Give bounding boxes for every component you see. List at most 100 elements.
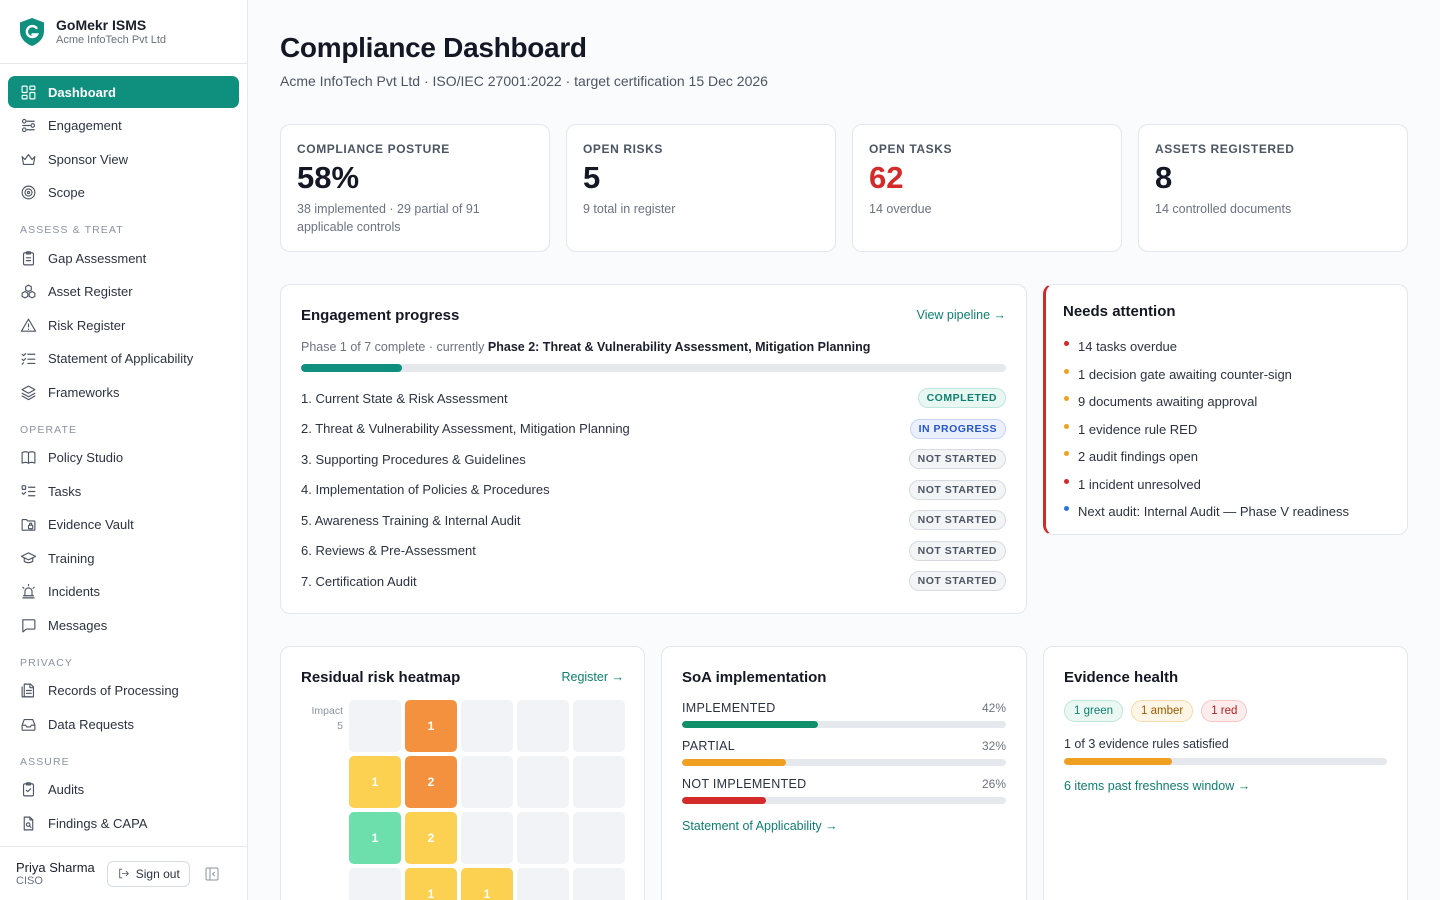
sidebar-item-label: Frameworks [48, 384, 120, 400]
phase-row[interactable]: 7. Certification Audit NOT STARTED [301, 566, 1006, 597]
heatmap-cell [573, 700, 625, 752]
kpi-value: 62 [869, 160, 904, 195]
sidebar-item-audits[interactable]: Audits [8, 774, 239, 806]
phase-row[interactable]: 3. Supporting Procedures & Guidelines NOT… [301, 444, 1006, 475]
phase-status-badge: COMPLETED [917, 388, 1006, 409]
heatmap-cell[interactable]: 2 [405, 812, 457, 864]
heatmap-cell[interactable]: 1 [461, 868, 513, 900]
attention-item[interactable]: 1 incident unresolved [1064, 471, 1349, 499]
heatmap-cell[interactable]: 1 [349, 812, 401, 864]
sidebar-item-label: Audits [48, 782, 85, 797]
brand[interactable]: GoMekr ISMS Acme InfoTech Pvt Ltd [0, 0, 247, 64]
phase-row[interactable]: 1. Current State & Risk Assessment COMPLE… [301, 383, 1006, 414]
sidebar-item-evidence-vault[interactable]: Evidence Vault [8, 509, 239, 541]
evidence-chip-green[interactable]: 1 green [1064, 700, 1124, 722]
heatmap-cell [573, 868, 625, 900]
phase-status-text: Phase 1 of 7 complete · currently Phase … [301, 340, 870, 354]
phase-name: 5. Awareness Training & Internal Audit [301, 512, 521, 528]
view-pipeline-link[interactable]: View pipeline → [916, 308, 1006, 322]
kpi-card-open-risks: OPEN RISKS 5 9 total in register [566, 124, 836, 252]
phase-list: 1. Current State & Risk Assessment COMPLE… [301, 383, 1006, 597]
sidebar-item-training[interactable]: Training [8, 542, 239, 574]
nav-section-assess: ASSESS & TREAT [20, 224, 124, 236]
phase-status-badge: IN PROGRESS [909, 418, 1006, 439]
sidebar-item-policy-studio[interactable]: Policy Studio [8, 442, 239, 474]
heatmap-cell [517, 700, 569, 752]
phase-status-badge: NOT STARTED [908, 540, 1006, 561]
needs-attention-card: Needs attention 14 tasks overdue 1 decisi… [1043, 284, 1408, 535]
phase-row[interactable]: 5. Awareness Training & Internal Audit NO… [301, 505, 1006, 536]
sidebar-item-soa[interactable]: Statement of Applicability [8, 343, 239, 375]
attention-item[interactable]: 2 audit findings open [1064, 443, 1349, 471]
attention-text: Next audit: Internal Audit — Phase V rea… [1078, 504, 1349, 520]
phase-row[interactable]: 2. Threat & Vulnerability Assessment, Mi… [301, 414, 1006, 445]
page-subtitle: Acme InfoTech Pvt Ltd · ISO/IEC 27001:20… [280, 73, 768, 89]
attention-item[interactable]: 1 evidence rule RED [1064, 416, 1349, 444]
sidebar-item-engagement[interactable]: Engagement [8, 110, 239, 142]
page-title: Compliance Dashboard [280, 32, 587, 63]
attention-text: 1 decision gate awaiting counter-sign [1078, 366, 1292, 382]
sidebar-item-sponsor-view[interactable]: Sponsor View [8, 143, 239, 175]
sidebar-item-records-of-processing[interactable]: Records of Processing [8, 675, 239, 707]
evidence-chip-amber[interactable]: 1 amber [1131, 700, 1194, 722]
heatmap-cell[interactable]: 2 [405, 756, 457, 808]
sidebar-item-frameworks[interactable]: Frameworks [8, 376, 239, 408]
phase-row[interactable]: 4. Implementation of Policies & Procedur… [301, 475, 1006, 506]
sidebar-item-label: Risk Register [48, 317, 126, 333]
engagement-icon [21, 118, 36, 133]
message-icon [22, 618, 36, 632]
sidebar-item-label: Engagement [48, 118, 122, 133]
kpi-card-compliance-posture: COMPLIANCE POSTURE 58% 38 implemented · … [280, 124, 550, 252]
evidence-bar [1064, 758, 1387, 765]
register-link[interactable]: Register → [561, 670, 624, 684]
nav-section-privacy: PRIVACY [20, 656, 74, 669]
sidebar-item-label: Training [48, 550, 95, 566]
sign-out-button[interactable]: Sign out [106, 860, 190, 887]
heatmap-cell[interactable]: 1 [405, 868, 457, 900]
soa-implementation-card: SoA implementation IMPLEMENTED 42% PARTIAL… [661, 646, 1027, 900]
sidebar-item-dashboard[interactable]: Dashboard [8, 76, 239, 108]
kpi-card-open-tasks: OPEN TASKS 62 14 overdue [852, 124, 1122, 252]
card-title: Engagement progress [301, 307, 460, 324]
file-search-icon [23, 816, 34, 830]
evidence-health-card: Evidence health 1 green 1 amber 1 red 1 of… [1043, 646, 1408, 900]
engagement-progress-bar [301, 364, 1006, 372]
heatmap-cell[interactable]: 1 [349, 756, 401, 808]
status-dot-icon [1064, 341, 1069, 347]
soa-percent: 42% [981, 701, 1006, 715]
heatmap-cell[interactable]: 1 [405, 700, 457, 752]
freshness-link[interactable]: 6 items past freshness window → [1064, 779, 1251, 793]
attention-item[interactable]: 14 tasks overdue [1064, 333, 1349, 361]
attention-item[interactable]: 1 decision gate awaiting counter-sign [1064, 361, 1349, 389]
impact-value: 5 [337, 720, 343, 732]
attention-item[interactable]: Next audit: Internal Audit — Phase V rea… [1064, 498, 1349, 526]
status-dot-icon [1064, 396, 1069, 402]
soa-link[interactable]: Statement of Applicability → [682, 819, 838, 833]
sidebar-item-incidents[interactable]: Incidents [8, 576, 239, 608]
sidebar-item-messages[interactable]: Messages [8, 609, 239, 641]
sidebar-item-gap-assessment[interactable]: Gap Assessment [8, 242, 239, 274]
kpi-subtext: 14 controlled documents [1155, 202, 1292, 216]
soa-rows: IMPLEMENTED 42% PARTIAL 32% NOT IMPLEMENTED 2… [682, 701, 1006, 815]
heatmap-cell [349, 868, 401, 900]
status-dot-icon [1064, 506, 1069, 512]
sidebar-item-findings-capa[interactable]: Findings & CAPA [8, 807, 239, 839]
attention-item[interactable]: 9 documents awaiting approval [1064, 388, 1349, 416]
phase-name: 3. Supporting Procedures & Guidelines [301, 451, 526, 467]
collapse-sidebar-button[interactable] [204, 866, 220, 882]
sidebar-item-tasks[interactable]: Tasks [8, 475, 239, 507]
clipboard-check-icon [22, 782, 35, 797]
card-title: Residual risk heatmap [301, 669, 461, 686]
phase-row[interactable]: 6. Reviews & Pre-Assessment NOT STARTED [301, 536, 1006, 567]
soa-percent: 32% [981, 739, 1006, 753]
phase-status: Phase 1 of 7 complete · currently [301, 340, 485, 354]
sidebar-item-scope[interactable]: Scope [8, 177, 239, 209]
phase-status-badge: NOT STARTED [908, 479, 1006, 500]
evidence-chip-red[interactable]: 1 red [1201, 700, 1248, 722]
sidebar-item-risk-register[interactable]: Risk Register [8, 309, 239, 341]
user-role: CISO [16, 874, 43, 887]
sidebar-item-asset-register[interactable]: Asset Register [8, 276, 239, 308]
status-dot-icon [1064, 423, 1069, 429]
sidebar-item-data-requests[interactable]: Data Requests [8, 708, 239, 740]
kpi-label: ASSETS REGISTERED [1155, 142, 1295, 156]
